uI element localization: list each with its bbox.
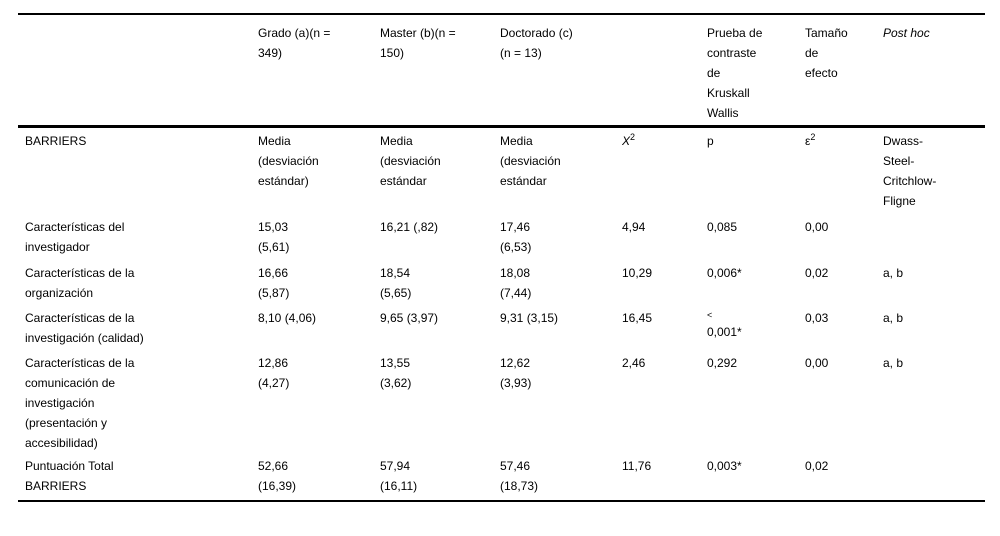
chi-exponent: 2 [630,131,636,142]
table-row-investigador: Características del investigador 15,03 (… [18,214,985,260]
cell-master-mean: 57,94 (16,11) [380,459,418,493]
cell-posthoc [883,214,985,260]
epsilon-symbol: ε [805,133,811,148]
col-header-doctorado: Doctorado (c) (n = 13) [500,14,622,128]
row-label: Puntuación Total BARRIERS [25,459,114,493]
table-row-investigacion-calidad: Características de la investigación (cal… [18,305,985,350]
row-label: Características del investigador [25,220,125,254]
cell-doctorado-mean: 9,31 (3,15) [500,311,559,325]
cell-grado-mean: 8,10 (4,06) [258,311,317,325]
cell-posthoc [883,453,985,501]
table-row-organizacion: Características de la organización 16,66… [18,260,985,305]
row-label: Características de la organización [25,266,135,300]
cell-master-mean: 16,21 (,82) [380,220,439,234]
epsilon-squared-header: ε2 [805,126,883,214]
row-label: Características de la comunicación de in… [25,356,135,450]
cell-grado-mean: 15,03 (5,61) [258,220,290,254]
cell-p-value: 0,292 [707,356,738,370]
cell-effect-size: 0,00 [805,220,829,234]
media-header-master: Media (desviación estándar [380,133,441,188]
cell-posthoc: a, b [883,311,904,325]
col-header-master: Master (b)(n = 150) [380,14,500,128]
cell-doctorado-mean: 57,46 (18,73) [500,459,539,493]
cell-grado-mean: 16,66 (5,87) [258,266,290,300]
table-row-comunicacion: Características de la comunicación de in… [18,350,985,453]
cell-p-value: 0,003* [707,459,742,473]
cell-master-mean: 9,65 (3,97) [380,311,439,325]
cell-posthoc: a, b [883,266,904,280]
chi-squared-header: X2 [622,126,707,214]
row-label: Características de la investigación (cal… [25,311,144,345]
table-row-puntuacion-total: Puntuación Total BARRIERS 52,66 (16,39) … [18,453,985,501]
barriers-header: BARRIERS [25,133,87,148]
p-less-than-sign: < [707,310,713,320]
cell-master-mean: 18,54 (5,65) [380,266,412,300]
cell-effect-size: 0,02 [805,459,829,473]
cell-p-value: <0,001* [707,305,805,350]
media-header-doctorado: Media (desviación estándar [500,133,561,188]
cell-effect-size: 0,02 [805,266,829,280]
col-header-chi-spacer [622,14,707,128]
cell-doctorado-mean: 18,08 (7,44) [500,266,532,300]
cell-chi2: 11,76 [622,459,652,473]
barriers-kruskal-wallis-table: Grado (a)(n = 349) Master (b)(n = 150) D… [18,13,985,502]
col-header-post-hoc: Post hoc [883,14,985,128]
cell-doctorado-mean: 12,62 (3,93) [500,356,532,390]
cell-p-value: 0,006* [707,266,742,280]
dwass-header: Dwass- Steel- Critchlow- Fligne [883,133,937,208]
corner-cell [18,14,258,128]
epsilon-exponent: 2 [810,131,816,142]
col-header-grado: Grado (a)(n = 349) [258,14,380,128]
cell-posthoc: a, b [883,356,904,370]
cell-grado-mean: 12,86 (4,27) [258,356,290,390]
cell-p-value: 0,085 [707,220,738,234]
chi-symbol: X [622,133,631,148]
cell-effect-size: 0,00 [805,356,829,370]
cell-grado-mean: 52,66 (16,39) [258,459,297,493]
cell-doctorado-mean: 17,46 (6,53) [500,220,532,254]
cell-chi2: 16,45 [622,311,653,325]
col-header-effect-size: Tamaño de efecto [805,14,883,128]
p-value-header: p [707,133,714,148]
cell-chi2: 2,46 [622,356,646,370]
media-header-grado: Media (desviación estándar) [258,133,319,188]
cell-master-mean: 13,55 (3,62) [380,356,412,390]
cell-effect-size: 0,03 [805,311,829,325]
group-header-row: Grado (a)(n = 349) Master (b)(n = 150) D… [18,14,985,128]
measure-header-row: BARRIERS Media (desviación estándar) Med… [18,126,985,214]
cell-chi2: 10,29 [622,266,653,280]
col-header-kruskall-wallis: Prueba de contraste de Kruskall Wallis [707,14,805,128]
cell-chi2: 4,94 [622,220,646,234]
